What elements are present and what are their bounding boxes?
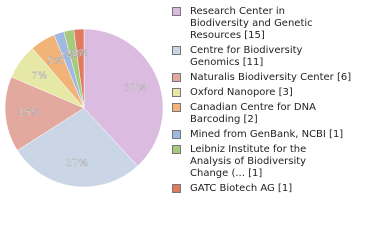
slice-label: 27%	[66, 158, 88, 169]
legend-label: GATC Biotech AG [1]	[190, 183, 293, 194]
slice-label: 2%	[72, 48, 88, 59]
legend-label: Canadian Centre for DNA Barcoding [2]	[190, 102, 316, 125]
legend-item: Naturalis Biodiversity Center [6]	[172, 72, 377, 84]
legend-swatch	[172, 103, 181, 112]
pie-slice	[83, 28, 164, 167]
legend-swatch	[172, 184, 181, 193]
slice-label: 2%	[65, 49, 81, 60]
legend: Research Center in Biodiversity and Gene…	[172, 6, 377, 195]
legend-label: Mined from GenBank, NCBI [1]	[190, 129, 344, 140]
legend-item: Leibniz Institute for the Analysis of Bi…	[172, 144, 377, 180]
legend-item: Research Center in Biodiversity and Gene…	[172, 6, 377, 42]
legend-label: Naturalis Biodiversity Center [6]	[190, 72, 352, 83]
legend-swatch	[172, 130, 181, 139]
pie-slice	[17, 107, 138, 188]
legend-item: GATC Biotech AG [1]	[172, 183, 377, 195]
slice-label: 5%	[47, 56, 63, 67]
legend-item: Oxford Nanopore [3]	[172, 87, 377, 99]
legend-swatch	[172, 88, 181, 97]
legend-label: Leibniz Institute for the Analysis of Bi…	[190, 144, 307, 179]
slice-label: 37%	[124, 83, 146, 94]
legend-item: Centre for Biodiversity Genomics [11]	[172, 45, 377, 69]
legend-swatch	[172, 145, 181, 154]
slice-label: 2%	[58, 51, 74, 62]
legend-item: Mined from GenBank, NCBI [1]	[172, 129, 377, 141]
legend-label: Research Center in Biodiversity and Gene…	[190, 6, 313, 41]
legend-swatch	[172, 73, 181, 82]
legend-item: Canadian Centre for DNA Barcoding [2]	[172, 102, 377, 126]
legend-swatch	[172, 46, 181, 55]
legend-label: Oxford Nanopore [3]	[190, 87, 293, 98]
legend-swatch	[172, 7, 181, 16]
pie-slice	[73, 28, 85, 109]
slice-label: 7%	[31, 70, 47, 81]
pie-chart: 37%27%15%7%5%2%2%2%	[4, 28, 164, 188]
pie-slice	[4, 76, 85, 151]
slice-label: 15%	[18, 107, 40, 118]
legend-label: Centre for Biodiversity Genomics [11]	[190, 45, 303, 68]
